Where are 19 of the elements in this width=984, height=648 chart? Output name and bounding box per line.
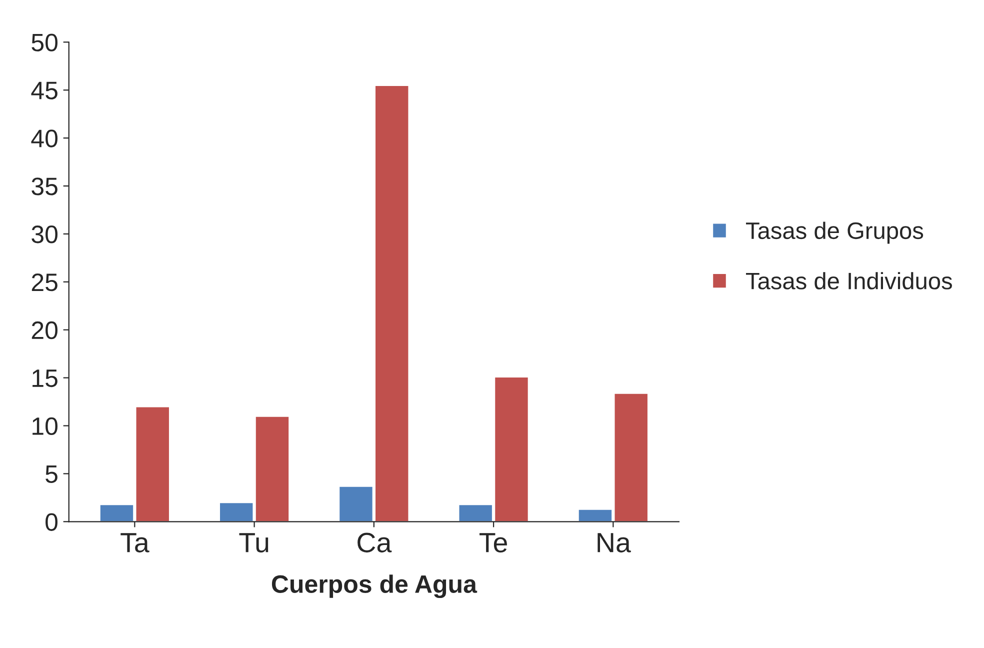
legend-label: Tasas de Individuos — [746, 272, 952, 290]
x-tick-label: Tu — [239, 533, 268, 552]
y-tick-label: 20 — [32, 321, 58, 340]
y-tick-label: 50 — [32, 34, 58, 52]
legend-label: Tasas de Grupos — [746, 222, 924, 244]
x-tick-label: Ta — [120, 533, 150, 552]
y-tick-label: 0 — [46, 513, 58, 531]
y-tick-label: 25 — [32, 273, 58, 292]
x-tick-label: Na — [598, 533, 631, 552]
y-tick-label: 5 — [46, 466, 58, 483]
x-axis-title: Cuerpos de Agua — [272, 574, 478, 598]
x-tick-label: Te — [480, 533, 507, 552]
y-tick-label: 35 — [32, 178, 58, 196]
y-tick-label: 40 — [31, 130, 58, 148]
y-tick-label: 30 — [32, 226, 58, 244]
y-tick-label: 45 — [31, 82, 58, 100]
y-tick-label: 15 — [32, 370, 58, 388]
x-tick-label: Ca — [358, 532, 392, 552]
y-tick-label: 10 — [32, 417, 58, 436]
